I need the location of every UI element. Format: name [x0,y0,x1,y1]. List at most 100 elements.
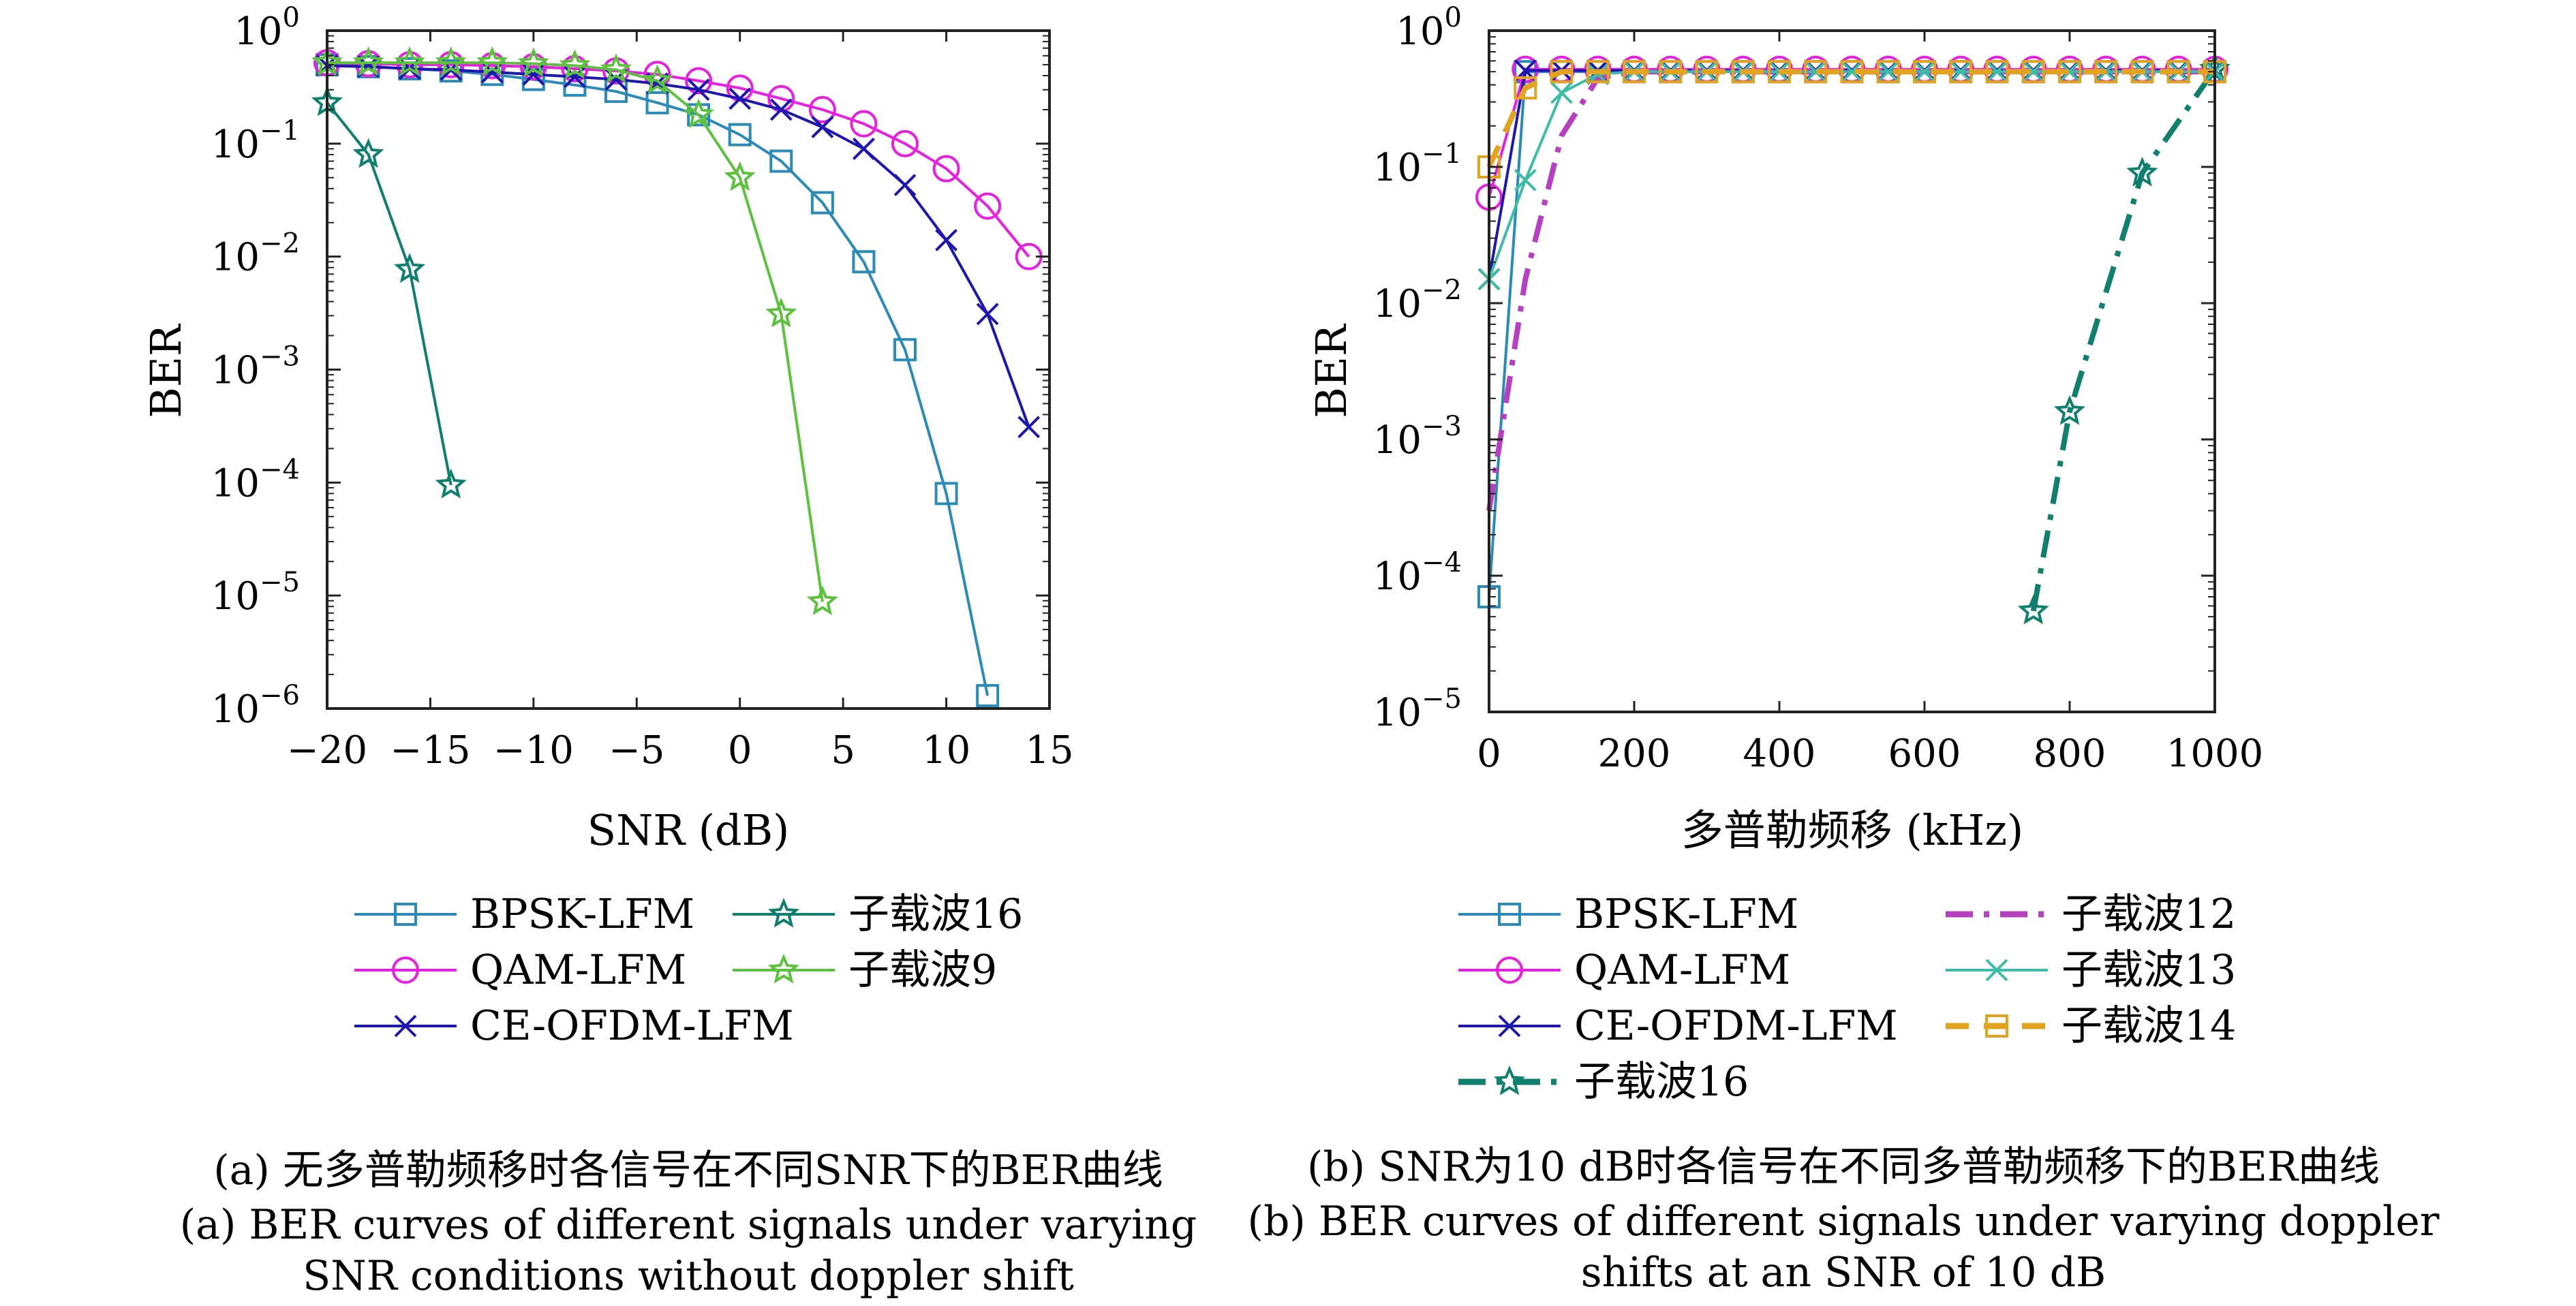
b-series-point [1841,60,1863,83]
chart-b-xlabel: 多普勒频移 (kHz) [1681,805,2023,855]
b-series-line-1 [1488,67,2215,198]
b-series-0 [1477,60,2226,608]
a-series-point [729,87,752,110]
b-legend-label: 子载波16 [1574,1058,1749,1106]
a-series-point [394,253,426,283]
b-series-point [2058,60,2081,84]
b-series-point [1731,60,1755,84]
b-series-point [1586,60,1610,84]
a-series-point [641,64,673,95]
b-series-point [1913,60,1936,84]
b-series-line-3 [2030,67,2218,612]
a-series-line-3 [326,102,453,486]
a-series-point [435,468,467,499]
a-series-point [476,46,508,76]
a-xtick-label: −10 [493,728,574,773]
a-series-point [352,46,384,76]
b-series-point [2130,60,2154,84]
a-legend-item: CE-OFDM-LFM [354,1002,794,1050]
b-series-point [2053,394,2086,425]
b-xtick-label: 0 [1477,732,1501,776]
a-series-point [893,174,917,197]
a-xtick-label: 15 [1025,728,1073,773]
b-series-line-0 [1488,70,2215,597]
b-legend-label: BPSK-LFM [1574,890,1798,938]
a-legend-label: CE-OFDM-LFM [470,1002,794,1050]
b-ytick-label: 10−4 [1373,547,1462,599]
a-series-2 [316,54,1041,439]
a-series-point [519,52,547,80]
a-series-point [435,46,467,76]
b-xtick-label: 1000 [2166,732,2264,776]
b-legend-marker [1498,903,1521,926]
a-ytick-label: 10−3 [211,341,300,393]
a-xtick-label: −15 [390,728,470,773]
a-series-point [685,67,713,95]
b-legend-label: QAM-LFM [1574,946,1790,994]
b-series-point [1804,60,1827,83]
a-xtick-label: −20 [287,728,367,773]
chart-b-legend: BPSK-LFM 子载波12 QAM-LFM 子载波13 CE-OFDM-LFM 子载波1… [1458,890,2236,1106]
b-ytick-label: 10−1 [1373,138,1462,190]
b-series-point [1659,60,1683,84]
a-legend-item: 子载波16 [733,890,1023,938]
a-series-point [600,53,632,84]
b-series-point [1514,76,1537,100]
b-series-point [1514,168,1537,191]
a-legend-item: QAM-LFM [354,946,686,994]
a-ytick-label: 100 [234,2,300,54]
a-ytick-label: 10−6 [211,680,300,732]
b-legend-marker [1496,957,1523,984]
chart-b-caption-en-2: shifts at an SNR of 10 dB [1581,1249,2106,1296]
b-series-point [1986,60,2008,83]
chart-a: −20 −15 −10 −5 0 5 10 15 10−6 10−5 10−4 10−3 10−2 10−… [141,2,1197,1300]
b-series-point [2017,594,2049,625]
a-legend-label: BPSK-LFM [470,890,694,938]
a-ytick-label: 10−1 [211,115,300,167]
a-series-point [645,91,669,114]
a-series-line-1 [326,61,1030,258]
a-series-point [769,98,793,121]
b-series-2 [1477,59,2226,291]
b-series-point [2058,60,2081,83]
a-series-point [850,110,878,138]
b-series-point [2094,60,2118,84]
a-series-point [810,191,834,215]
b-series-point [1913,60,1936,83]
b-legend-marker [1985,959,2008,982]
b-series-point [2022,60,2045,83]
a-legend-label: QAM-LFM [470,946,686,994]
chart-a-frame [326,29,1051,710]
a-series-point [728,123,752,146]
a-xtick-label: −5 [609,728,665,773]
b-series-point [1876,60,1900,84]
b-xtick-label: 600 [1888,732,1961,776]
b-series-point [1550,60,1574,84]
b-legend-label: 子载波12 [2061,890,2236,938]
a-legend-label: 子载波16 [848,890,1023,938]
chart-a-xlabel: SNR (dB) [587,805,790,855]
a-legend-label: 子载波9 [848,946,997,994]
b-legend-label: CE-OFDM-LFM [1574,1002,1898,1050]
a-series-point [687,78,710,102]
b-legend-label: 子载波14 [2061,1002,2236,1050]
b-series-6 [1477,60,2226,178]
a-series-point [769,149,793,173]
b-series-point [2021,60,2045,84]
b-series-point [1949,60,1973,84]
a-series-point [852,250,876,274]
a-series-point [808,95,836,123]
chart-b-frame [1488,29,2216,713]
b-series-point [1768,60,1791,84]
a-xtick-label: 5 [831,728,855,773]
a-legend-item: 子载波9 [733,946,997,994]
a-series-point [561,55,589,82]
b-legend-marker [1498,1014,1521,1038]
b-xtick-label: 400 [1743,732,1816,776]
a-legend-marker [394,1014,417,1038]
b-series-point [1840,60,1864,84]
chart-a-caption-cn: (a) 无多普勒频移时各信号在不同SNR下的BER曲线 [213,1147,1163,1194]
b-legend-marker [1493,1065,1526,1095]
b-legend-item: 子载波13 [1946,946,2236,994]
